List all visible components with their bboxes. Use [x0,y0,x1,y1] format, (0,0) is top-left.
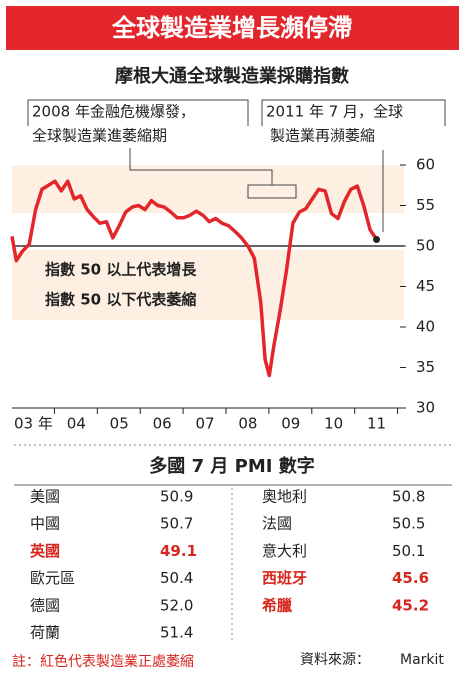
country: 美國 [30,488,60,506]
country: 荷蘭 [30,624,60,642]
y-tick-label: 50 [416,237,435,255]
annotation: 指數 50 以下代表萎縮 [45,291,196,309]
annotation: 指數 50 以上代表增長 [45,261,197,279]
country: 希臘 [262,596,292,614]
country: 法國 [262,515,292,533]
source-label: 資料來源： [300,652,370,668]
pmi-value: 50.4 [160,569,193,587]
shade [12,250,404,320]
x-tick-label: 10 [324,415,343,433]
pmi-value: 50.1 [392,542,425,560]
country: 歐元區 [30,569,75,587]
country: 英國 [30,542,60,560]
pmi-value: 50.7 [160,515,193,533]
pmi-value: 52.0 [160,596,193,614]
annotation: 全球製造業進萎縮期 [32,127,167,145]
title-banner [6,6,459,50]
annotation: 2011 年 7 月，全球 [266,103,403,121]
pmi-value: 50.9 [160,488,193,506]
pmi-value: 50.8 [392,488,425,506]
y-tick-label: 35 [416,358,435,376]
table-title: 多國 7 月 PMI 數字 [149,455,314,477]
callout-box [27,99,249,126]
main-title: 全球製造業增長瀕停滯 [111,14,352,42]
pmi-value: 51.4 [160,624,193,642]
pmi-value: 45.6 [392,569,429,587]
x-tick-label: 05 [110,415,129,433]
x-tick-label: 04 [67,415,86,433]
country: 西班牙 [262,569,307,587]
country: 意大利 [262,542,307,560]
y-tick-label: 55 [416,196,435,214]
country: 中國 [30,515,60,533]
x-tick-label: 08 [238,415,257,433]
x-tick-label: 09 [281,415,300,433]
x-tick-label: 06 [153,415,172,433]
country: 德國 [30,596,60,614]
callout-bracket [129,148,297,199]
chart-title: 摩根大通全球製造業採購指數 [115,65,349,87]
source: Markit [400,652,444,668]
pmi-value: 50.5 [392,515,425,533]
pmi-value: 45.2 [392,596,429,614]
x-tick-label: 11 [367,415,386,433]
callout-box [261,99,446,126]
country: 奧地利 [262,488,307,506]
x-tick-label: 07 [195,415,214,433]
y-tick-label: 30 [416,399,435,417]
y-tick-label: 40 [416,318,435,336]
annotation: 2008 年金融危機爆發， [32,103,195,121]
annotation: 製造業再瀕萎縮 [270,127,375,145]
x-tick-label: 03 年 [14,415,53,433]
line [10,179,379,378]
end-point [373,236,381,244]
note: 註：紅色代表製造業正處萎縮 [12,653,194,670]
y-tick-label: 45 [416,277,435,295]
pmi-value: 49.1 [160,542,197,560]
shade [12,165,404,213]
y-tick-label: 60 [416,156,435,174]
